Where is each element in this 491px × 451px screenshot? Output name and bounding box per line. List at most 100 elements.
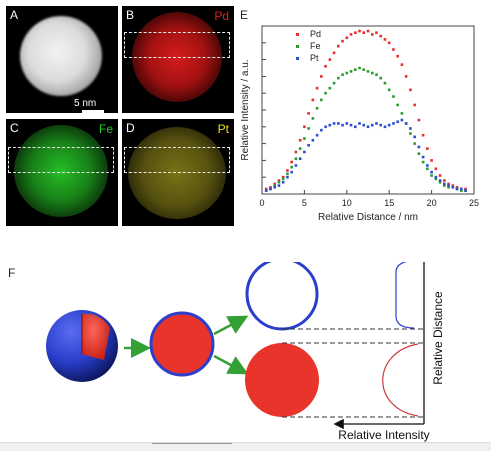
- data-point-pd: [362, 31, 366, 35]
- data-point-pt: [370, 123, 374, 127]
- element-label-fe: Fe: [98, 122, 113, 136]
- data-point-pd: [409, 88, 412, 92]
- data-point-pt: [277, 184, 281, 187]
- data-point-pd: [447, 182, 450, 186]
- data-point-pt: [281, 180, 285, 184]
- data-point-fe: [286, 172, 289, 176]
- fe-map-panel: C Fe: [6, 119, 118, 226]
- shell-ring: [245, 262, 319, 331]
- data-point-pd: [392, 48, 395, 51]
- data-point-pt: [273, 185, 277, 189]
- data-point-pd: [396, 54, 399, 58]
- data-point-pd: [294, 150, 298, 154]
- data-point-fe: [294, 157, 298, 161]
- cross-section-circle: [149, 311, 215, 377]
- data-point-pt: [409, 127, 412, 130]
- nanoparticle-fe-map: [14, 125, 108, 217]
- y-axis-label: Relative Intensity / a.u.: [240, 59, 251, 160]
- data-point-fe: [358, 66, 361, 70]
- legend-marker-pt: [296, 57, 299, 60]
- element-label-pd: Pd: [214, 9, 229, 23]
- data-point-pd: [349, 33, 353, 36]
- shell-intensity-profile: [395, 262, 415, 329]
- x-tick-label: 5: [302, 198, 307, 208]
- data-point-fe: [353, 68, 357, 71]
- haadf-image-panel: A 5 nm: [6, 6, 118, 113]
- core-shell-schematic: Relative Distance Relative Intensity: [46, 262, 445, 442]
- data-point-pt: [459, 187, 463, 191]
- data-point-pd: [315, 86, 319, 90]
- data-point-fe: [337, 76, 340, 80]
- data-point-pt: [392, 122, 395, 125]
- data-point-pt: [417, 145, 421, 149]
- data-point-pd: [264, 187, 268, 191]
- panel-label-a: A: [10, 8, 19, 22]
- data-point-pd: [332, 51, 336, 55]
- data-point-fe: [434, 177, 438, 181]
- data-point-fe: [443, 184, 446, 187]
- data-point-pt: [400, 118, 404, 122]
- data-point-pt: [438, 179, 442, 182]
- data-point-pt: [430, 170, 433, 174]
- data-point-pt: [345, 122, 349, 125]
- data-point-pt: [332, 122, 336, 125]
- data-point-fe: [438, 180, 442, 184]
- data-point-fe: [281, 177, 285, 181]
- data-point-pd: [286, 169, 289, 172]
- nanoparticle-pt-map: [128, 127, 226, 219]
- data-point-fe: [413, 142, 416, 145]
- data-point-pt: [328, 123, 332, 127]
- data-point-fe: [332, 81, 336, 85]
- data-point-fe: [328, 86, 332, 90]
- process-arrow: [213, 354, 249, 375]
- data-point-fe: [273, 184, 277, 187]
- core-disk: [245, 343, 319, 417]
- data-point-pd: [307, 112, 310, 115]
- data-point-fe: [311, 117, 315, 120]
- data-point-fe: [370, 71, 374, 75]
- data-point-pt: [349, 123, 353, 127]
- line-scan-box: [124, 147, 230, 173]
- data-point-pt: [315, 133, 319, 137]
- data-point-pd: [375, 31, 378, 35]
- data-point-pd: [358, 29, 361, 33]
- data-point-pd: [379, 34, 383, 38]
- data-point-fe: [396, 103, 399, 107]
- data-point-pt: [404, 122, 408, 125]
- data-point-fe: [349, 70, 353, 73]
- data-point-fe: [421, 160, 425, 164]
- data-point-pt: [294, 164, 298, 167]
- data-point-pt: [353, 125, 357, 129]
- relative-intensity-label: Relative Intensity: [338, 428, 429, 442]
- data-point-fe: [459, 189, 463, 192]
- pt-map-panel: D Pt: [122, 119, 234, 226]
- data-point-pd: [430, 159, 433, 162]
- data-point-pd: [281, 175, 285, 179]
- relative-distance-label: Relative Distance: [431, 291, 445, 385]
- x-tick-label: 20: [427, 198, 437, 208]
- data-point-pd: [337, 44, 340, 48]
- data-point-pt: [303, 150, 306, 154]
- data-point-fe: [298, 147, 302, 150]
- data-point-pt: [358, 122, 361, 125]
- data-point-pd: [320, 75, 323, 78]
- data-point-fe: [379, 76, 383, 80]
- data-point-pt: [269, 187, 272, 191]
- data-point-fe: [307, 127, 310, 130]
- data-point-pt: [311, 138, 315, 142]
- data-point-pt: [447, 184, 450, 187]
- data-point-pt: [455, 187, 459, 191]
- data-point-pd: [345, 36, 349, 40]
- x-axis-label: Relative Distance / nm: [318, 212, 418, 223]
- data-point-pd: [328, 58, 332, 61]
- data-point-pt: [324, 125, 327, 129]
- data-point-fe: [447, 185, 450, 189]
- data-point-pd: [269, 185, 272, 189]
- data-point-pt: [464, 189, 467, 192]
- data-point-pt: [383, 125, 387, 129]
- legend-label-pt: Pt: [310, 53, 319, 63]
- panel-label-e: E: [240, 8, 249, 22]
- data-point-fe: [375, 73, 378, 77]
- data-point-fe: [324, 91, 327, 95]
- data-point-pt: [366, 125, 370, 129]
